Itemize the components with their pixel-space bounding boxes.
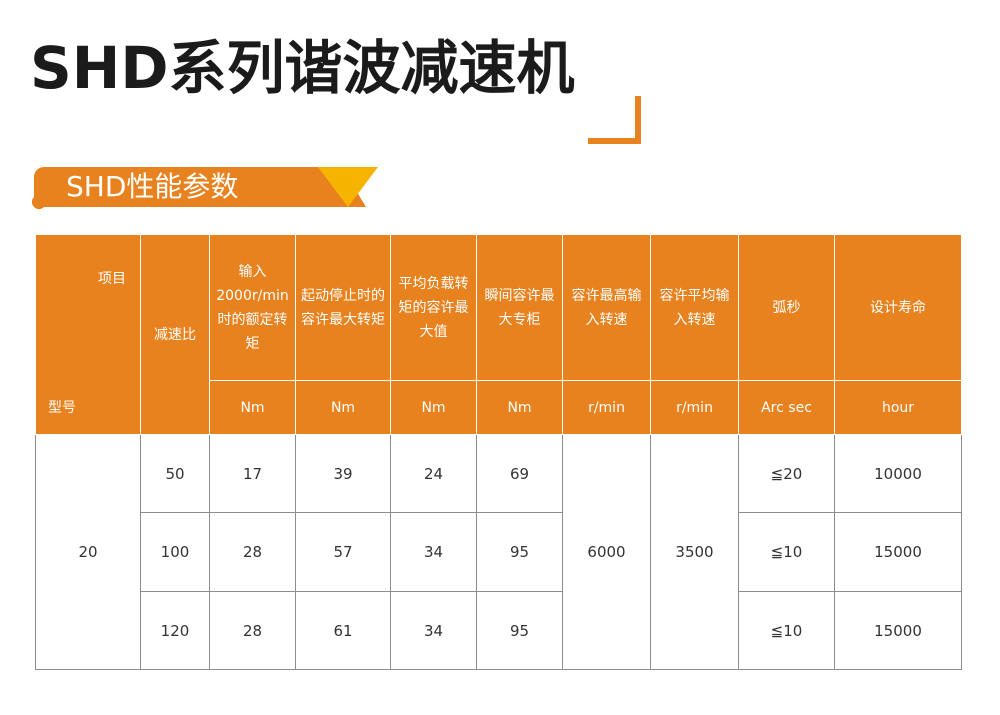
avg-load-torque-cell: 24	[390, 434, 477, 513]
momentary-torque-cell: 69	[476, 434, 563, 513]
banner-shape-icon	[31, 167, 378, 210]
unit-cell: Nm	[390, 380, 477, 435]
unit-cell: Arc sec	[738, 380, 835, 435]
start-stop-torque-cell: 61	[295, 591, 391, 670]
header-start-stop-torque: 起动停止时的容许最大转矩	[295, 234, 391, 381]
avg-load-torque-cell: 34	[390, 512, 477, 592]
table-row: 20 50 17 39 24 69 6000 3500 ≦20 10000	[35, 434, 962, 670]
header-avg-load-torque: 平均负载转矩的容许最大值	[390, 234, 477, 381]
header-momentary-torque: 瞬间容许最大专柜	[476, 234, 563, 381]
corner-header: 项目 型号	[35, 234, 141, 435]
header-design-life: 设计寿命	[834, 234, 962, 381]
rated-torque-cell: 28	[209, 512, 296, 592]
header-row: 项目 型号 减速比 输入2000r/min时的额定转矩 起动停止时的容许最大转矩…	[35, 234, 962, 435]
unit-cell: hour	[834, 380, 962, 435]
design-life-cell: 15000	[834, 512, 962, 592]
design-life-cell: 15000	[834, 591, 962, 670]
unit-row: Nm Nm Nm Nm r/min r/min Arc sec hour	[36, 380, 962, 435]
corner-label-item: 项目	[98, 271, 126, 287]
unit-cell: r/min	[650, 380, 739, 435]
header-ratio: 减速比	[140, 234, 210, 435]
arc-sec-cell: ≦10	[738, 512, 835, 592]
spec-table: 项目 型号 减速比 输入2000r/min时的额定转矩 起动停止时的容许最大转矩…	[35, 234, 962, 670]
page-title: SHD系列谐波减速机	[30, 34, 575, 102]
header-arc-sec: 弧秒	[738, 234, 835, 381]
momentary-torque-cell: 95	[476, 591, 563, 670]
unit-cell: r/min	[562, 380, 651, 435]
max-input-speed-cell: 6000	[562, 434, 651, 670]
rated-torque-cell: 28	[209, 591, 296, 670]
momentary-torque-cell: 95	[476, 512, 563, 592]
table-row: 100 28 57 34 95 ≦10 15000	[36, 512, 962, 592]
unit-cell: Nm	[209, 380, 296, 435]
arc-sec-cell: ≦20	[738, 434, 835, 513]
start-stop-torque-cell: 57	[295, 512, 391, 592]
design-life-cell: 10000	[834, 434, 962, 513]
ratio-cell: 120	[140, 591, 210, 670]
model-cell: 20	[35, 434, 141, 670]
arc-sec-cell: ≦10	[738, 591, 835, 670]
table-row: 120 28 61 34 95 ≦10 15000	[36, 591, 962, 670]
section-title: SHD性能参数	[66, 170, 239, 203]
avg-input-speed-cell: 3500	[650, 434, 739, 670]
rated-torque-cell: 17	[209, 434, 296, 513]
header-max-input-speed: 容许最高输入转速	[562, 234, 651, 381]
header-rated-torque: 输入2000r/min时的额定转矩	[209, 234, 296, 381]
corner-label-model: 型号	[48, 400, 76, 416]
ratio-cell: 100	[140, 512, 210, 592]
ratio-cell: 50	[140, 434, 210, 513]
header-avg-input-speed: 容许平均输入转速	[650, 234, 739, 381]
start-stop-torque-cell: 39	[295, 434, 391, 513]
unit-cell: Nm	[295, 380, 391, 435]
avg-load-torque-cell: 34	[390, 591, 477, 670]
corner-bracket-decoration	[588, 96, 641, 144]
unit-cell: Nm	[476, 380, 563, 435]
section-banner: SHD性能参数	[30, 163, 380, 211]
